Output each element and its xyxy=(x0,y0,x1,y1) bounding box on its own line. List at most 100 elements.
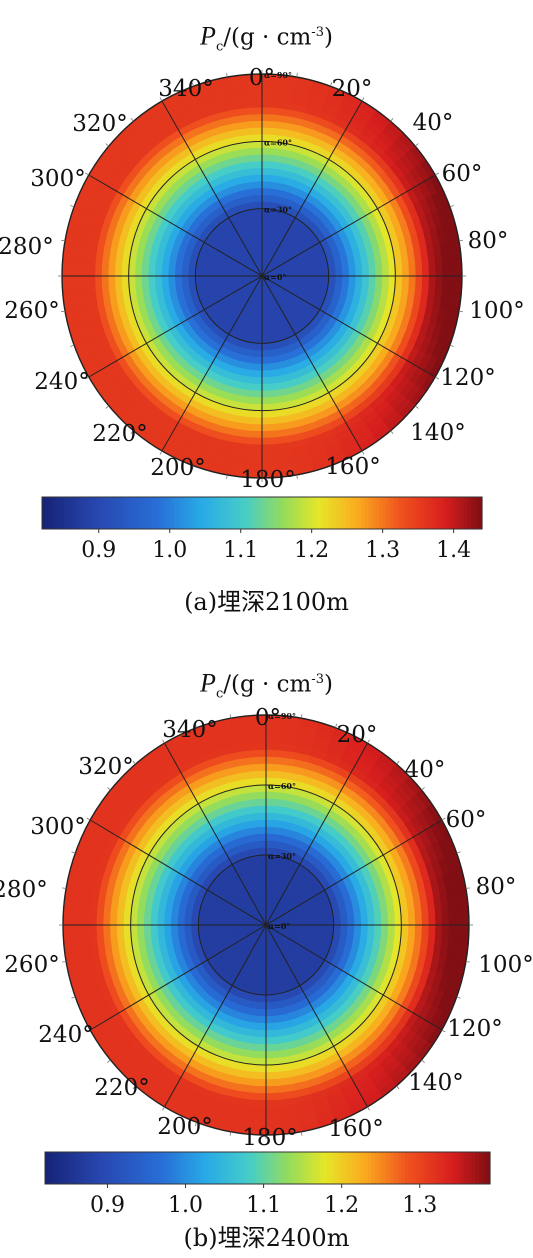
colorbar-step xyxy=(254,497,259,529)
density-cell xyxy=(273,827,283,836)
density-cell xyxy=(380,924,389,937)
polar-grid xyxy=(58,70,466,482)
rim-tick xyxy=(194,1122,197,1127)
density-cell xyxy=(178,931,187,942)
colorbar-step xyxy=(315,1152,321,1184)
colorbar-step xyxy=(226,1152,232,1184)
colorbar-step xyxy=(378,1152,384,1184)
density-cell xyxy=(265,833,274,842)
colorbar-step xyxy=(419,497,424,529)
colorbar-step xyxy=(152,497,157,529)
density-cell xyxy=(130,924,139,938)
density-cell xyxy=(157,914,166,926)
rim-tick xyxy=(396,760,400,765)
colorbar-tick-label: 0.9 xyxy=(90,1193,125,1218)
colorbar-step xyxy=(367,1152,372,1184)
colorbar-step xyxy=(334,1152,339,1184)
density-cell xyxy=(201,280,210,287)
colorbar-step xyxy=(137,497,142,529)
density-cell xyxy=(252,167,263,176)
colorbar-step xyxy=(416,497,421,529)
density-cell xyxy=(294,272,303,277)
density-cell xyxy=(96,924,105,941)
density-cell xyxy=(150,914,159,926)
colorbar-step xyxy=(427,497,432,529)
colorbar-step xyxy=(48,1152,54,1184)
colorbar-step xyxy=(75,497,80,529)
density-cell xyxy=(253,777,267,786)
colorbar-step xyxy=(96,1152,102,1184)
colorbar-step xyxy=(82,497,87,529)
density-cell xyxy=(184,931,194,940)
density-cell xyxy=(257,1015,267,1024)
density-cell xyxy=(96,909,105,926)
density-cell xyxy=(95,261,103,277)
colorbar-step xyxy=(119,497,124,529)
density-cell xyxy=(414,261,423,277)
colorbar-step xyxy=(441,1152,447,1184)
density-cell xyxy=(259,847,267,856)
density-cell xyxy=(68,275,77,294)
density-cell xyxy=(265,763,280,772)
colorbar-step xyxy=(133,497,138,529)
azimuth-label: 20° xyxy=(337,722,378,748)
rim-tick xyxy=(441,817,446,821)
density-cell xyxy=(103,924,112,940)
colorbar-tick-label: 1.4 xyxy=(436,538,471,563)
colorbar-step xyxy=(45,1152,50,1184)
density-cell xyxy=(208,275,216,282)
azimuth-label: 140° xyxy=(410,420,465,446)
colorbar-step xyxy=(214,497,219,529)
rim-tick xyxy=(71,996,76,999)
azimuth-label: 300° xyxy=(30,814,85,840)
rim-tick xyxy=(367,739,370,744)
density-cell xyxy=(225,924,233,929)
density-cell xyxy=(260,861,267,870)
density-cell xyxy=(168,259,177,269)
rim-tick xyxy=(132,1085,136,1090)
colorbar-step xyxy=(360,1152,365,1184)
density-cell xyxy=(268,355,278,364)
density-cell xyxy=(143,913,152,926)
colorbar-step xyxy=(297,1152,302,1184)
density-cell xyxy=(266,328,273,337)
colorbar-step xyxy=(100,497,105,529)
density-cell xyxy=(76,924,85,943)
azimuth-label: 100° xyxy=(478,952,533,978)
spoke-line xyxy=(161,100,363,452)
density-cell xyxy=(211,928,220,936)
density-cell xyxy=(454,924,463,944)
colorbar-step xyxy=(298,497,303,529)
colorbar-step xyxy=(445,497,450,529)
colorbar-step xyxy=(361,497,366,529)
colorbar-step xyxy=(185,497,190,529)
density-cell xyxy=(101,261,110,277)
density-cell xyxy=(250,834,260,843)
density-cell xyxy=(265,770,280,779)
colorbar-step xyxy=(215,1152,220,1184)
colorbar-step xyxy=(328,497,333,529)
density-cell xyxy=(108,262,117,277)
colorbar-step xyxy=(486,1152,491,1184)
density-cell xyxy=(261,443,278,452)
density-cell xyxy=(116,924,125,939)
density-cell xyxy=(261,127,276,136)
colorbar-step xyxy=(339,497,344,529)
azimuth-label: 340° xyxy=(162,717,217,743)
polar-chart-b: Pc/(g · cm-3) α=0° α=30° α=60° α=90° 0° 20° 40… xyxy=(0,629,533,1258)
colorbar-step xyxy=(280,497,285,529)
azimuth-label: 160° xyxy=(325,454,380,480)
density-cell xyxy=(255,805,267,814)
colorbar-step xyxy=(452,497,457,529)
colorbar-step xyxy=(104,1152,109,1184)
colorbar-step xyxy=(372,497,377,529)
rim-tick xyxy=(458,310,463,313)
density-cell xyxy=(347,259,356,269)
density-cell xyxy=(261,389,273,398)
colorbar-step xyxy=(345,1152,350,1184)
colorbar-step xyxy=(456,497,461,529)
density-cell xyxy=(249,1105,267,1115)
density-cell xyxy=(261,376,272,385)
colorbar-step xyxy=(278,1152,283,1184)
density-cell xyxy=(81,259,90,277)
